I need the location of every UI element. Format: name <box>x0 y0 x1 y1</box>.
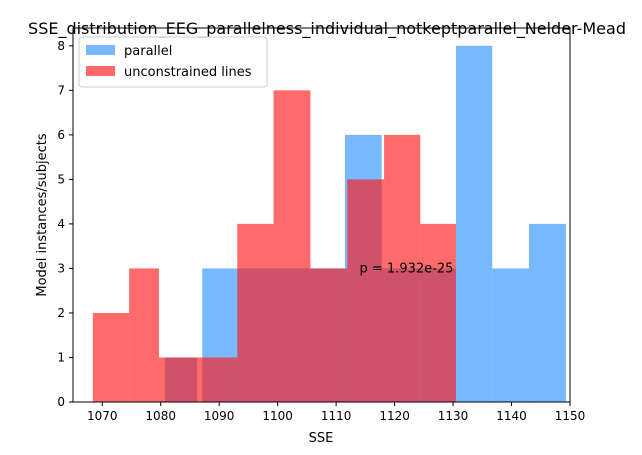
legend: parallel unconstrained lines <box>78 36 268 88</box>
bar-unconstrained-lines-5 <box>273 90 311 402</box>
bar-unconstrained-lines-1 <box>129 268 159 402</box>
legend-swatch-parallel <box>86 45 115 55</box>
legend-frame <box>78 36 268 88</box>
x-tick-label: 1100 <box>262 409 293 423</box>
y-tick-label: 7 <box>57 83 65 97</box>
bar-unconstrained-lines-3 <box>200 357 238 402</box>
x-axis: 1070 1080 1090 1100 1110 1120 1130 1140 1150 <box>87 402 585 423</box>
bar-unconstrained-lines-7 <box>347 179 385 402</box>
y-tick-label: 1 <box>57 350 65 364</box>
y-tick-label: 8 <box>57 39 65 53</box>
x-tick-label: 1080 <box>145 409 176 423</box>
y-tick-label: 4 <box>57 217 65 231</box>
legend-label-unconstrained-lines: unconstrained lines <box>124 65 252 80</box>
y-tick-label: 6 <box>57 128 65 142</box>
x-tick-label: 1130 <box>438 409 469 423</box>
y-tick-label: 2 <box>57 306 65 320</box>
x-axis-label: SSE <box>309 431 334 446</box>
y-tick-label: 3 <box>57 261 65 275</box>
y-tick-label: 0 <box>57 395 65 409</box>
x-tick-label: 1120 <box>379 409 410 423</box>
p-value-annotation: p = 1.932e-25 <box>360 261 454 276</box>
x-tick-label: 1070 <box>87 409 118 423</box>
x-tick-label: 1150 <box>555 409 586 423</box>
bars-layer <box>92 45 566 403</box>
plot-frame <box>72 27 571 403</box>
legend-label-parallel: parallel <box>124 44 172 59</box>
bar-parallel-8 <box>455 45 493 403</box>
legend-swatch-unconstrained-lines <box>86 66 115 76</box>
bar-unconstrained-lines-6 <box>310 268 348 402</box>
bar-unconstrained-lines-2 <box>158 357 201 402</box>
chart-title: SSE_distribution_EEG_parallelness_indivi… <box>28 19 626 39</box>
bar-unconstrained-lines-9 <box>420 223 456 402</box>
bar-parallel-10 <box>529 223 566 402</box>
x-tick-label: 1140 <box>496 409 527 423</box>
y-tick-label: 5 <box>57 172 65 186</box>
bar-unconstrained-lines-8 <box>384 134 421 402</box>
x-tick-label: 1090 <box>204 409 235 423</box>
y-axis-label: Model instances/subjects <box>35 133 50 297</box>
bar-parallel-9 <box>492 268 530 402</box>
y-axis: 0 1 2 3 4 5 6 7 8 <box>57 39 73 409</box>
x-tick-label: 1110 <box>321 409 352 423</box>
bar-unconstrained-lines-0 <box>92 312 130 402</box>
bar-unconstrained-lines-4 <box>237 223 274 402</box>
series-unconstrained-lines <box>92 90 456 402</box>
